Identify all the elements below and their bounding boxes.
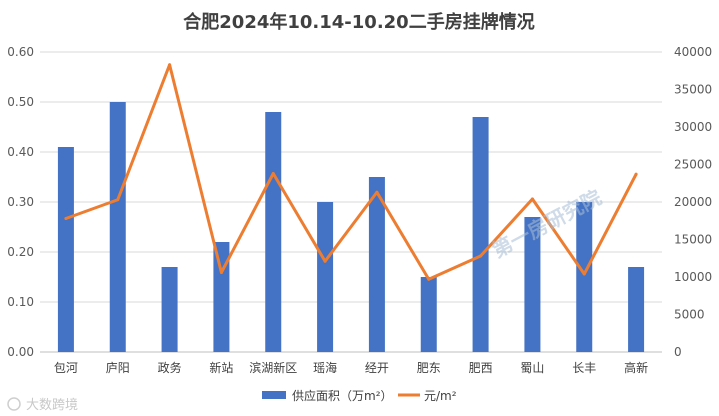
price-line [64, 63, 638, 281]
line-point [582, 272, 586, 276]
y-right-tick-label: 15000 [674, 233, 712, 247]
y-left-tick-label: 0.00 [7, 345, 34, 359]
line-point [323, 259, 327, 263]
x-tick-label: 政务 [158, 360, 182, 375]
axes: 0.00 0.10 0.20 0.30 0.40 0.50 0.60 0 5000 10000 15… [7, 45, 712, 375]
x-tick-label: 高新 [624, 360, 648, 375]
bar [628, 267, 645, 352]
x-tick-label: 新站 [209, 360, 233, 375]
line-point [479, 254, 483, 258]
y-right-tick-label: 10000 [674, 270, 712, 284]
x-tick-label: 肥东 [417, 361, 441, 375]
line-point [530, 197, 534, 201]
y-left-tick-label: 0.30 [7, 195, 34, 209]
y-right-tick-label: 35000 [674, 83, 712, 97]
y-left-tick-label: 0.20 [7, 245, 34, 259]
line-point [634, 172, 638, 176]
bar [109, 102, 126, 352]
y-right-tick-label: 30000 [674, 120, 712, 134]
y-right-tick-label: 0 [674, 345, 682, 359]
y-left-tick-label: 0.50 [7, 95, 34, 109]
y-left-tick-label: 0.60 [7, 45, 34, 59]
bar [57, 147, 74, 352]
y-left-tick-label: 0.40 [7, 145, 34, 159]
line-series [64, 63, 638, 281]
bar [317, 202, 334, 352]
legend-swatch-bars [262, 391, 286, 399]
line-point [116, 198, 120, 202]
x-tick-label: 肥西 [469, 361, 493, 375]
y-right-tick-label: 25000 [674, 158, 712, 172]
line-point [168, 63, 172, 67]
x-tick-label: 蜀山 [520, 361, 544, 375]
source-icon [7, 397, 21, 411]
bar [161, 267, 178, 352]
line-point [219, 271, 223, 274]
x-tick-label: 包河 [54, 361, 78, 375]
y-right-tick-label: 40000 [674, 45, 712, 59]
x-tick-label: 庐阳 [106, 360, 130, 375]
line-point [427, 277, 431, 281]
gridlines [40, 51, 662, 353]
line-point [271, 172, 275, 175]
bar [368, 177, 385, 352]
x-tick-label: 瑶海 [313, 360, 337, 375]
bar [524, 217, 541, 352]
line-point [64, 217, 68, 220]
y-right-tick-label: 5000 [674, 308, 705, 322]
line-point [375, 190, 379, 194]
legend: 供应面积（万m²） 元/m² [262, 388, 457, 403]
source-mark: 大数跨境 [7, 397, 78, 413]
legend-label-line: 元/m² [424, 389, 457, 403]
bar [472, 117, 489, 352]
x-tick-label: 滨湖新区 [249, 360, 297, 375]
x-tick-label: 经开 [365, 361, 389, 375]
bar [576, 202, 593, 352]
source-label: 大数跨境 [26, 398, 78, 413]
y-right-tick-label: 20000 [674, 195, 712, 209]
bar [213, 242, 230, 352]
bar-series [57, 102, 645, 352]
chart-title: 合肥2024年10.14-10.20二手房挂牌情况 [183, 11, 534, 33]
y-left-tick-label: 0.10 [7, 295, 34, 309]
x-tick-label: 长丰 [572, 361, 596, 375]
legend-label-bars: 供应面积（万m²） [292, 388, 393, 403]
bar [265, 112, 282, 352]
bar [420, 277, 437, 352]
